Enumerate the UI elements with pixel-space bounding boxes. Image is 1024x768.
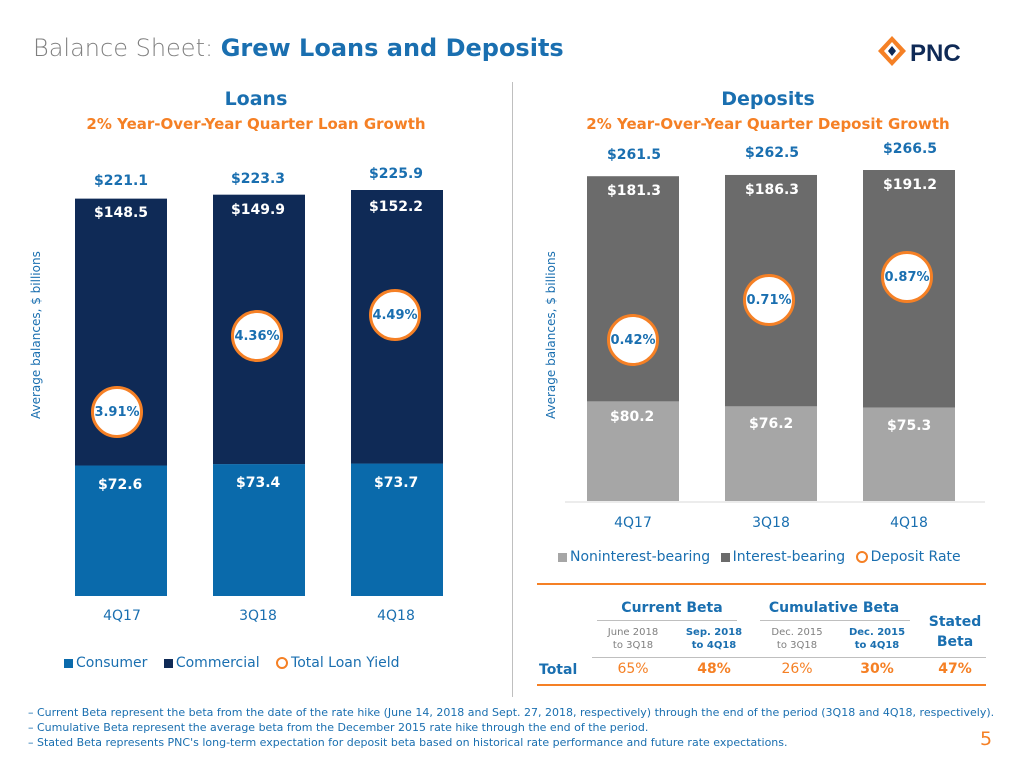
beta-value-0: 65% bbox=[617, 661, 649, 677]
loan-yield-marker-0: 3.91% bbox=[91, 386, 143, 438]
deposits-int-label-2: $191.2 bbox=[883, 177, 938, 193]
legend-deposit-rate: Deposit Rate bbox=[855, 549, 961, 565]
loans-consumer-bar-2 bbox=[351, 463, 443, 596]
deposits-x-tick-1: 3Q18 bbox=[752, 515, 790, 531]
beta-period-2: Dec. 2015 to 3Q18 bbox=[771, 627, 823, 651]
beta-period-0: June 2018 to 3Q18 bbox=[607, 627, 659, 651]
title-prefix: Balance Sheet: bbox=[33, 34, 221, 62]
footnote-cumulative-beta: – Cumulative Beta represent the average … bbox=[28, 721, 649, 734]
beta-current-header: Current Beta bbox=[621, 600, 723, 616]
loans-x-tick-2: 4Q18 bbox=[377, 608, 415, 624]
beta-table-bottom-rule bbox=[537, 684, 986, 686]
loans-total-label-1: $223.3 bbox=[231, 171, 286, 187]
loans-consumer-label-2: $73.7 bbox=[374, 475, 419, 491]
loans-x-tick-0: 4Q17 bbox=[103, 608, 141, 624]
loans-commercial-label-0: $148.5 bbox=[94, 205, 149, 221]
deposits-total-label-1: $262.5 bbox=[745, 145, 800, 161]
title-highlight: Grew Loans and Deposits bbox=[220, 34, 564, 62]
deposits-interest-bearing-bar-0 bbox=[587, 176, 679, 402]
loans-title: Loans bbox=[224, 88, 288, 110]
deposit-rate-marker-2: 0.87% bbox=[881, 251, 933, 303]
legend-total-loan-yield: Total Loan Yield bbox=[276, 655, 400, 671]
beta-period-3: Dec. 2015 to 4Q18 bbox=[848, 627, 906, 651]
loans-commercial-label-1: $149.9 bbox=[231, 202, 286, 218]
deposit-rate-marker-0: 0.42% bbox=[607, 314, 659, 366]
beta-current-rule bbox=[597, 620, 737, 621]
deposits-nonint-label-0: $80.2 bbox=[610, 409, 655, 425]
deposits-x-tick-0: 4Q17 bbox=[614, 515, 652, 531]
beta-cumulative-rule bbox=[760, 620, 910, 621]
footnote-stated-beta: – Stated Beta represents PNC's long-term… bbox=[28, 736, 788, 749]
page-number: 5 bbox=[980, 728, 993, 750]
deposits-subtitle: 2% Year-Over-Year Quarter Deposit Growth bbox=[586, 115, 950, 133]
beta-total-label: Total bbox=[539, 662, 578, 678]
deposit-rate-marker-1: 0.71% bbox=[743, 274, 795, 326]
legend-interest: Interest-bearing bbox=[720, 549, 845, 565]
loans-commercial-label-2: $152.2 bbox=[369, 199, 424, 215]
loans-x-tick-1: 3Q18 bbox=[239, 608, 277, 624]
deposits-total-label-2: $266.5 bbox=[883, 141, 938, 157]
deposits-x-tick-2: 4Q18 bbox=[890, 515, 928, 531]
legend-commercial-swatch bbox=[163, 658, 173, 668]
loans-subtitle: 2% Year-Over-Year Quarter Loan Growth bbox=[86, 115, 426, 133]
legend-consumer-swatch bbox=[64, 658, 73, 668]
footnote-current-beta: – Current Beta represent the beta from t… bbox=[28, 706, 995, 719]
beta-table-mid-rule bbox=[592, 657, 986, 658]
legend-commercial: Commercial bbox=[163, 655, 260, 671]
pnc-logo-text: PNC bbox=[910, 40, 961, 67]
deposits-legend: Noninterest-bearing Interest-bearing Dep… bbox=[558, 549, 961, 565]
beta-stated-value: 47% bbox=[938, 661, 972, 677]
deposits-total-label-0: $261.5 bbox=[607, 147, 662, 163]
beta-value-1: 48% bbox=[697, 661, 731, 677]
loan-yield-marker-1: 4.36% bbox=[231, 310, 283, 362]
legend-ring-icon bbox=[855, 551, 868, 563]
beta-period-1: Sep. 2018 to 4Q18 bbox=[685, 627, 743, 651]
beta-value-2: 26% bbox=[781, 661, 813, 677]
loans-consumer-label-1: $73.4 bbox=[236, 475, 281, 491]
deposits-noninterest-bearing-bar-2 bbox=[863, 407, 955, 501]
legend-noninterest: Noninterest-bearing bbox=[558, 549, 710, 565]
deposits-title: Deposits bbox=[721, 88, 815, 110]
deposits-nonint-label-2: $75.3 bbox=[887, 418, 932, 434]
pnc-logo-icon bbox=[878, 36, 906, 66]
section-divider bbox=[512, 82, 513, 697]
beta-stated-header: Stated Beta bbox=[928, 614, 982, 650]
loan-yield-marker-2: 4.49% bbox=[369, 289, 421, 341]
loans-consumer-label-0: $72.6 bbox=[98, 477, 143, 493]
deposits-int-label-1: $186.3 bbox=[745, 182, 800, 198]
deposits-nonint-label-1: $76.2 bbox=[749, 416, 794, 432]
pnc-logo: PNC bbox=[878, 36, 961, 67]
deposits-noninterest-bearing-bar-0 bbox=[587, 401, 679, 501]
loans-consumer-bar-1 bbox=[213, 464, 305, 596]
beta-cumulative-header: Cumulative Beta bbox=[768, 600, 900, 616]
loans-total-label-0: $221.1 bbox=[94, 173, 149, 189]
legend-interest-swatch bbox=[720, 552, 730, 562]
deposits-int-label-0: $181.3 bbox=[607, 183, 662, 199]
legend-ring-icon bbox=[276, 657, 289, 669]
deposits-noninterest-bearing-bar-1 bbox=[725, 406, 817, 501]
loans-legend: Consumer Commercial Total Loan Yield bbox=[64, 655, 400, 671]
beta-table-top-rule bbox=[537, 583, 986, 585]
page-title: Balance Sheet: Grew Loans and Deposits bbox=[33, 34, 564, 62]
beta-value-3: 30% bbox=[860, 661, 894, 677]
legend-consumer: Consumer bbox=[64, 655, 147, 671]
loans-total-label-2: $225.9 bbox=[369, 166, 424, 182]
legend-noninterest-swatch bbox=[558, 552, 567, 562]
loans-consumer-bar-0 bbox=[75, 465, 167, 596]
